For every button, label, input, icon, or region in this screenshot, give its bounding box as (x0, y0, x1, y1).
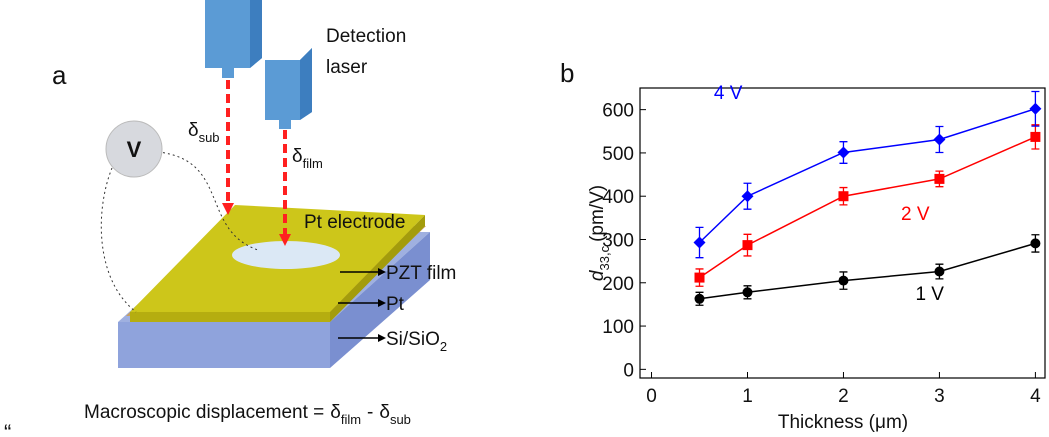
x-tick-label: 4 (1030, 386, 1041, 407)
subscript: sub (390, 412, 411, 427)
x-tick-label: 2 (838, 386, 849, 407)
y-tick-label: 400 (602, 187, 634, 208)
marker (742, 287, 752, 297)
marker (838, 276, 848, 286)
x-tick-label: 1 (742, 386, 753, 407)
symbol: δ (379, 402, 390, 423)
plot-frame (640, 88, 1045, 378)
marker (695, 294, 705, 304)
chart: b Thickness (μm) d33,c(pm/V) 01002003004… (560, 58, 1045, 433)
figure: a Detection laser δsub δfilm V Pt electr… (0, 0, 1049, 437)
symbol: δ (188, 120, 199, 141)
subscript: film (341, 412, 361, 427)
y-tick-label: 0 (623, 360, 634, 381)
delta-film: δfilm (292, 146, 323, 171)
stray-mark: “ (4, 420, 11, 437)
diagram: a Detection laser δsub δfilm V Pt electr… (4, 0, 456, 437)
pointer-head (378, 334, 386, 342)
series-line (700, 109, 1036, 243)
marker (1030, 132, 1040, 142)
electrode-spot (232, 241, 340, 269)
marker (934, 267, 944, 277)
substrate-front (118, 322, 330, 368)
subscript: 2 (440, 339, 447, 354)
marker (838, 191, 848, 201)
series-label: 4 V (714, 83, 743, 104)
marker (742, 240, 752, 250)
pzt-front (130, 312, 330, 322)
marker (837, 146, 849, 158)
y-tick-label: 600 (602, 101, 634, 122)
delta-sub: δsub (188, 120, 220, 145)
substrate-label: Si/SiO2 (386, 329, 447, 354)
y-tick-label: 100 (602, 317, 634, 338)
panel-label: a (52, 60, 67, 90)
symbol: δ (330, 402, 341, 423)
wire (101, 168, 136, 312)
y-tick-label: 200 (602, 274, 634, 295)
symbol: δ (292, 146, 303, 167)
base: Si/SiO (386, 329, 440, 350)
laser-label: Detection (326, 26, 406, 47)
voltmeter-label: V (127, 137, 142, 162)
laser-nozzle (222, 68, 234, 78)
x-axis-label: Thickness (μm) (778, 412, 908, 433)
layer-label: Pt (386, 294, 405, 315)
y-tick-label: 300 (602, 230, 634, 251)
subscript: sub (199, 130, 220, 145)
marker (1029, 103, 1041, 115)
laser-side (300, 48, 312, 120)
panel-label: b (560, 58, 574, 88)
series-label: 2 V (901, 204, 930, 225)
marker (934, 174, 944, 184)
marker (933, 134, 945, 146)
y-tick-label: 500 (602, 144, 634, 165)
layer-label: Pt electrode (304, 212, 405, 233)
marker (695, 273, 705, 283)
laser-label: laser (326, 57, 368, 78)
marker (1030, 238, 1040, 248)
subscript: film (303, 156, 323, 171)
series-label: 1 V (915, 284, 944, 305)
x-tick-label: 0 (646, 386, 657, 407)
caption: Macroscopic displacement =δfilm-δsub (84, 402, 411, 427)
x-tick-label: 3 (934, 386, 945, 407)
layer-label: PZT film (386, 263, 456, 284)
laser-side (250, 0, 262, 68)
laser-nozzle (279, 120, 291, 129)
caption-text: Macroscopic displacement = (84, 402, 324, 423)
minus: - (367, 402, 373, 423)
